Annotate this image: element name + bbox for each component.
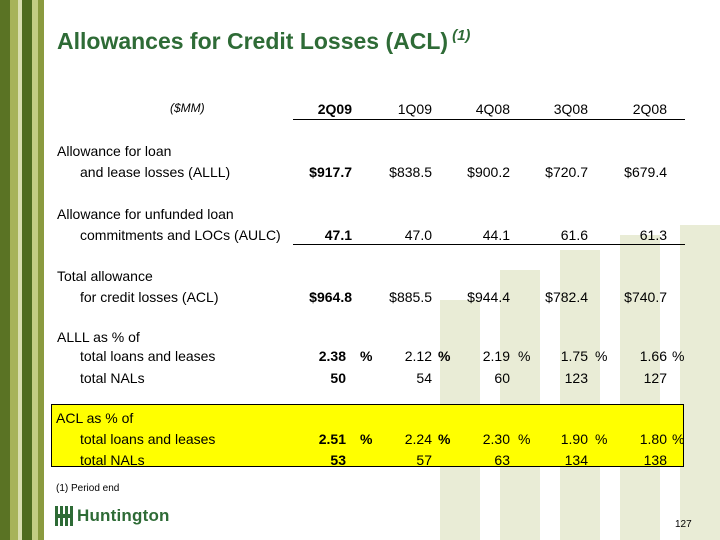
acl-pct-loans-2q09-symbol: %: [360, 431, 373, 447]
aulc-2q08: 61.3: [639, 227, 667, 243]
acl-pct-nals-label: total NALs: [80, 452, 145, 468]
aulc-2q09: 47.1: [324, 227, 352, 243]
alll-3q08: $720.7: [545, 164, 588, 180]
alll-pct-nals-3q08: 123: [564, 370, 588, 386]
alll-label-line2: and lease losses (ALLL): [80, 164, 231, 180]
page-number: 127: [675, 519, 692, 530]
huntington-emblem-icon: [55, 506, 73, 526]
alll-pct-loans-2q08-symbol: %: [672, 348, 685, 364]
alll-pct-loans-3q08-symbol: %: [595, 348, 608, 364]
alll-2q08: $679.4: [624, 164, 667, 180]
alll-pct-loans-1q09-symbol: %: [438, 348, 451, 364]
acl-pct-loans-3q08-symbol: %: [595, 431, 608, 447]
acl-highlight-box: [51, 404, 684, 467]
title-text: Allowances for Credit Losses (ACL): [57, 28, 449, 54]
column-header-3q08: 3Q08: [553, 101, 588, 117]
alll-pct-loans-4q08-symbol: %: [518, 348, 531, 364]
alll-pct-loans-2q09-symbol: %: [360, 348, 373, 364]
alll-pct-loans-2q09: 2.38: [318, 348, 346, 364]
column-header-2q08: 2Q08: [632, 101, 667, 117]
title-footnote-marker: (1): [452, 27, 471, 44]
huntington-logo: Huntington: [55, 506, 170, 526]
acl-pct-loans-1q09: 2.24: [404, 431, 432, 447]
logo-text: Huntington: [77, 506, 170, 525]
column-header-4q08: 4Q08: [475, 101, 510, 117]
acl-pct-nals-2q08: 138: [643, 452, 667, 468]
alll-pct-nals-2q09: 50: [330, 370, 346, 386]
acl-pct-nals-1q09: 57: [416, 452, 432, 468]
alll-4q08: $900.2: [467, 164, 510, 180]
alll-2q09: $917.7: [309, 164, 352, 180]
left-stripe-decoration: [0, 0, 44, 540]
aulc-3q08: 61.6: [560, 227, 588, 243]
acl-3q08: $782.4: [545, 289, 588, 305]
alll-pct-loans-4q08: 2.19: [482, 348, 510, 364]
acl-pct-loans-label: total loans and leases: [80, 431, 216, 447]
aulc-1q09: 47.0: [404, 227, 432, 243]
header-rule: [293, 119, 685, 120]
column-header-2q09: 2Q09: [317, 101, 352, 117]
acl-pct-heading: ACL as % of: [56, 410, 134, 426]
aulc-label-line2: commitments and LOCs (AULC): [80, 227, 281, 243]
acl-pct-nals-4q08: 63: [494, 452, 510, 468]
alll-pct-loans-label: total loans and leases: [80, 348, 216, 364]
units-label: ($MM): [170, 101, 205, 115]
acl-2q09: $964.8: [309, 289, 352, 305]
acl-pct-loans-4q08: 2.30: [482, 431, 510, 447]
alll-pct-nals-label: total NALs: [80, 370, 145, 386]
alll-pct-heading: ALLL as % of: [57, 329, 140, 345]
acl-2q08: $740.7: [624, 289, 667, 305]
alll-label-line1: Allowance for loan: [57, 143, 172, 159]
acl-pct-nals-2q09: 53: [330, 452, 346, 468]
footnote: (1) Period end: [56, 483, 120, 494]
alll-pct-nals-2q08: 127: [643, 370, 667, 386]
acl-label-line1: Total allowance: [57, 268, 153, 284]
acl-pct-loans-1q09-symbol: %: [438, 431, 451, 447]
alll-pct-loans-3q08: 1.75: [560, 348, 588, 364]
acl-pct-loans-2q08: 1.80: [639, 431, 667, 447]
alll-pct-loans-2q08: 1.66: [639, 348, 667, 364]
acl-1q09: $885.5: [389, 289, 432, 305]
column-header-1q09: 1Q09: [397, 101, 432, 117]
page-title: Allowances for Credit Losses (ACL) (1): [57, 27, 471, 55]
acl-pct-loans-4q08-symbol: %: [518, 431, 531, 447]
aulc-4q08: 44.1: [482, 227, 510, 243]
alll-pct-nals-4q08: 60: [494, 370, 510, 386]
acl-label-line2: for credit losses (ACL): [80, 289, 219, 305]
alll-pct-nals-1q09: 54: [416, 370, 432, 386]
aulc-rule: [293, 244, 685, 245]
aulc-label-line1: Allowance for unfunded loan: [57, 206, 234, 222]
acl-pct-loans-3q08: 1.90: [560, 431, 588, 447]
acl-4q08: $944.4: [467, 289, 510, 305]
acl-pct-loans-2q08-symbol: %: [672, 431, 685, 447]
alll-pct-loans-1q09: 2.12: [404, 348, 432, 364]
acl-pct-loans-2q09: 2.51: [318, 431, 346, 447]
alll-1q09: $838.5: [389, 164, 432, 180]
acl-pct-nals-3q08: 134: [564, 452, 588, 468]
